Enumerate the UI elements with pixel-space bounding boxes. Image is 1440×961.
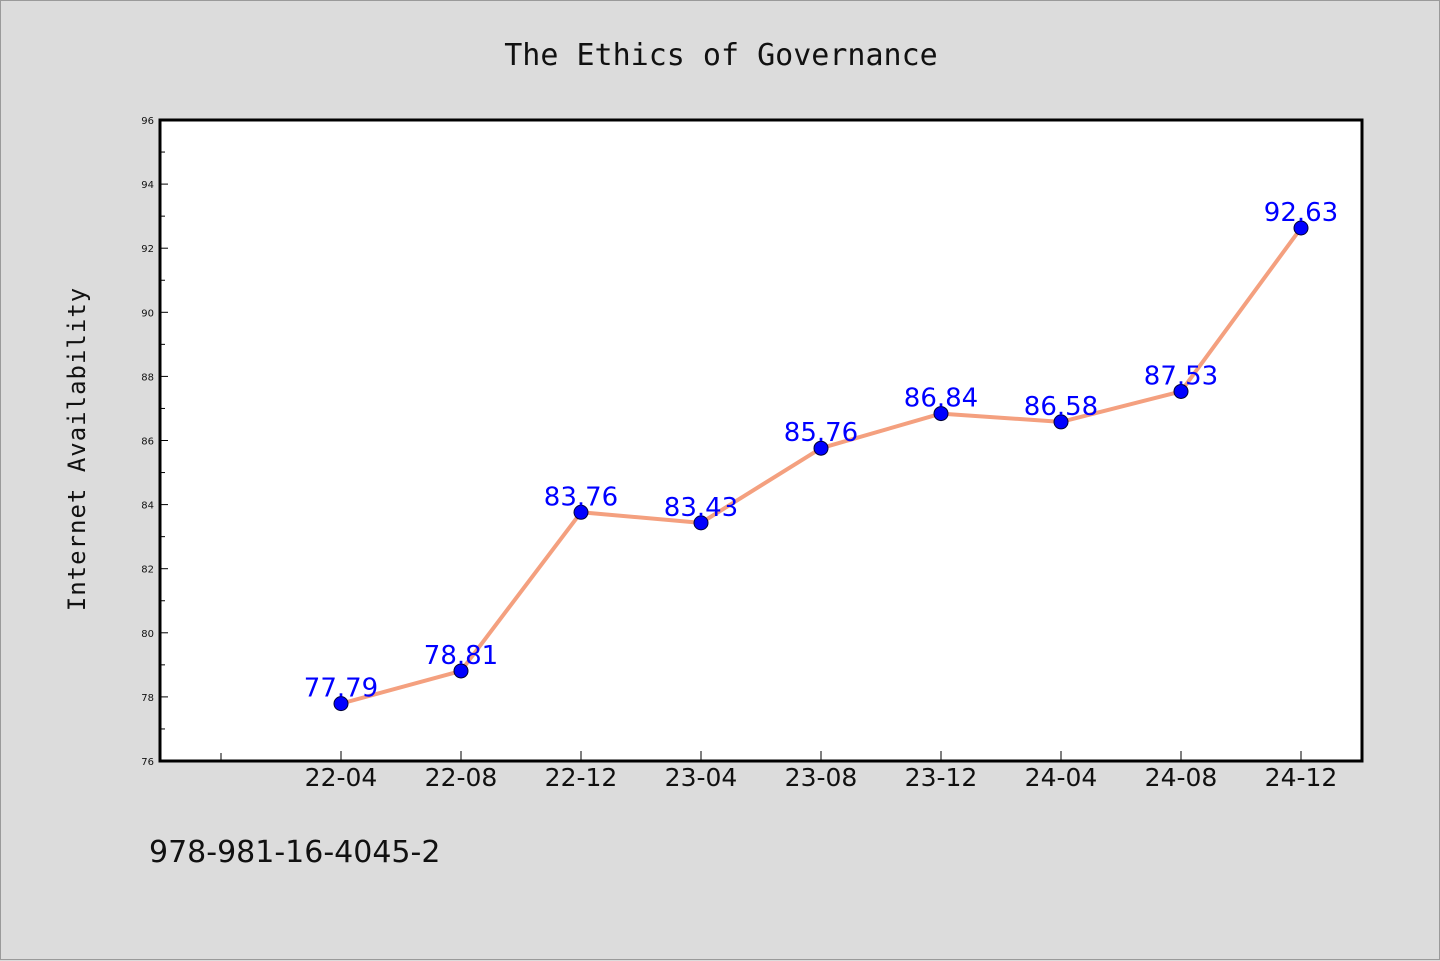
y-tick-label: 88 bbox=[141, 372, 154, 383]
data-point bbox=[453, 663, 469, 679]
x-tick-label: 24-04 bbox=[1025, 763, 1098, 792]
data-label: 83.76 bbox=[544, 482, 618, 512]
data-label: 86.58 bbox=[1024, 392, 1098, 422]
data-label: 77.79 bbox=[304, 674, 378, 704]
data-label: 83.43 bbox=[664, 493, 738, 523]
x-tick-label: 24-08 bbox=[1145, 763, 1218, 792]
y-axis-label: Internet Availability bbox=[63, 287, 91, 611]
x-tick-label: 23-08 bbox=[785, 763, 858, 792]
y-tick-label: 94 bbox=[141, 180, 154, 191]
data-label: 85.76 bbox=[784, 418, 858, 448]
x-tick-label: 22-08 bbox=[425, 763, 498, 792]
data-point bbox=[333, 696, 349, 712]
data-label: 86.84 bbox=[904, 384, 978, 414]
x-axis-ticks: 22-04 22-08 22-12 23-04 23-08 23-12 24-04 24-08… bbox=[220, 751, 1338, 792]
data-label: 92.63 bbox=[1264, 198, 1338, 228]
y-tick-label: 90 bbox=[141, 308, 154, 319]
y-tick-label: 96 bbox=[141, 116, 154, 127]
chart-title: The Ethics of Governance bbox=[504, 38, 937, 73]
y-tick-label: 78 bbox=[141, 693, 154, 704]
data-point bbox=[693, 515, 709, 531]
y-tick-label: 84 bbox=[141, 501, 154, 512]
x-tick-label: 22-12 bbox=[545, 763, 618, 792]
data-point bbox=[933, 406, 949, 422]
y-tick-label: 92 bbox=[141, 244, 154, 255]
data-point bbox=[1293, 220, 1309, 236]
y-tick-label: 76 bbox=[141, 757, 154, 768]
data-point bbox=[1173, 383, 1189, 399]
data-point bbox=[813, 440, 829, 456]
isbn-text: 978-981-16-4045-2 bbox=[149, 835, 441, 870]
series-group: 77.79 78.81 83.76 83.43 85.76 86.84 86.58 87.53… bbox=[304, 198, 1338, 712]
data-point bbox=[1053, 414, 1069, 430]
data-label: 87.53 bbox=[1144, 361, 1218, 391]
data-point bbox=[573, 504, 589, 520]
x-tick-label: 23-12 bbox=[905, 763, 978, 792]
y-tick-label: 86 bbox=[141, 437, 154, 448]
x-tick-label: 22-04 bbox=[305, 763, 378, 792]
y-axis-ticks: 76 78 80 82 84 86 88 90 92 94 96 bbox=[141, 116, 168, 768]
data-label: 78.81 bbox=[424, 641, 498, 671]
y-tick-label: 80 bbox=[141, 629, 154, 640]
y-tick-label: 82 bbox=[141, 565, 154, 576]
plot-area bbox=[158, 118, 1364, 763]
x-tick-label: 24-12 bbox=[1265, 763, 1338, 792]
x-tick-label: 23-04 bbox=[665, 763, 738, 792]
